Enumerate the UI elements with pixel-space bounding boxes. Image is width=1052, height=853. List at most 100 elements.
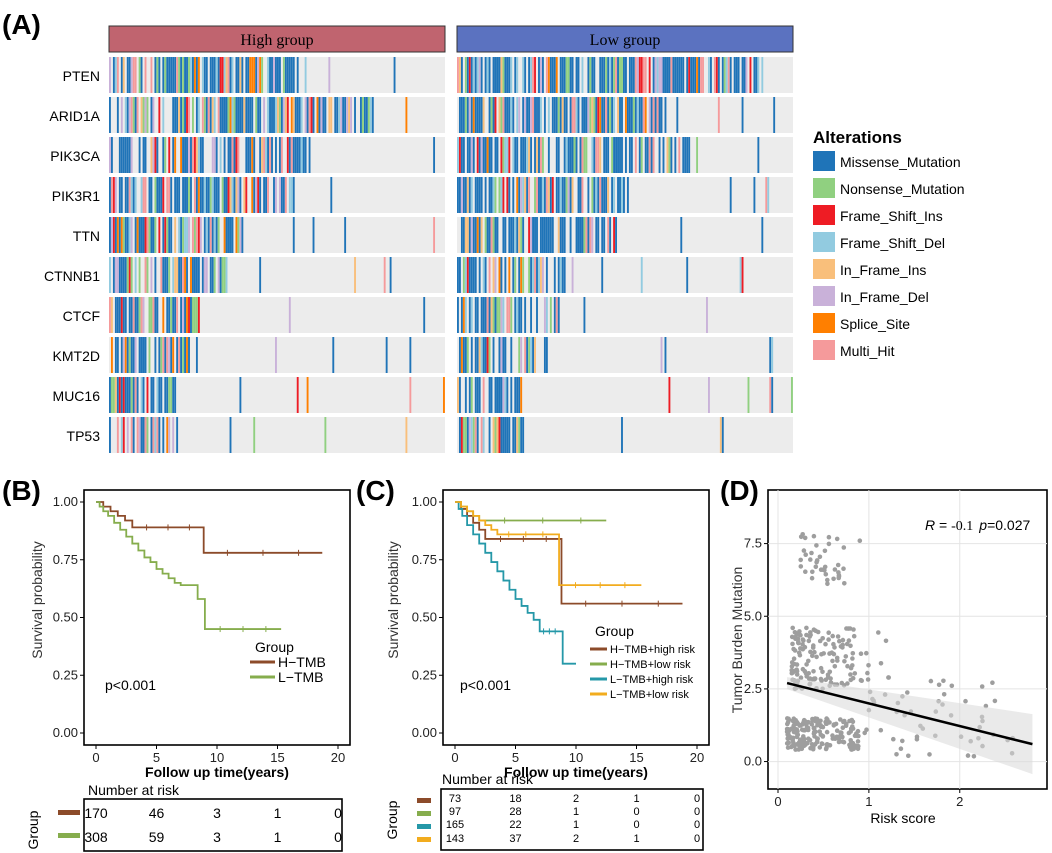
mutation-cell: [458, 337, 461, 373]
mutation-cell: [130, 257, 133, 293]
mutation-cell: [225, 57, 228, 93]
mutation-cell: [575, 97, 578, 133]
mutation-cell: [605, 137, 608, 173]
mutation-cell: [638, 97, 641, 133]
mutation-cell: [221, 177, 224, 213]
mutation-cell: [725, 57, 728, 93]
mutation-cell: [267, 97, 269, 133]
data-point: [824, 729, 830, 735]
mutation-cell: [334, 97, 337, 133]
mutation-cell: [520, 417, 523, 453]
mutation-cell: [563, 57, 566, 93]
mutation-cell: [172, 97, 175, 133]
mutation-cell: [275, 337, 277, 373]
mutation-cell: [555, 297, 558, 333]
data-point: [806, 736, 811, 741]
mutation-cell: [273, 97, 275, 133]
mutation-cell: [217, 97, 220, 133]
mutation-cell: [130, 217, 133, 253]
mutation-cell: [195, 297, 198, 333]
mutation-cell: [282, 97, 285, 133]
mutation-cell: [120, 257, 123, 293]
risk-count: 143: [446, 833, 464, 845]
mutation-cell: [605, 97, 608, 133]
mutation-cell: [267, 137, 269, 173]
data-point: [812, 649, 817, 655]
mutation-cell: [526, 177, 529, 213]
mutation-cell: [154, 57, 157, 93]
mutation-cell: [534, 217, 536, 253]
mutation-cell: [241, 57, 244, 93]
mutation-cell: [154, 417, 157, 453]
mutation-cell: [128, 297, 131, 333]
mutation-cell: [140, 337, 143, 373]
risk-count: 165: [446, 819, 464, 831]
mutation-cell: [611, 97, 614, 133]
mutation-cell: [514, 377, 517, 413]
mutation-cell: [540, 97, 542, 133]
mutation-cell: [494, 297, 497, 333]
mutation-cell: [480, 337, 483, 373]
mutation-cell: [524, 177, 527, 213]
mutation-cell: [172, 377, 175, 413]
mutation-cell: [126, 337, 129, 373]
mutation-cell: [116, 417, 119, 453]
mutation-cell: [522, 217, 525, 253]
mutation-cell: [245, 137, 248, 173]
legend-label: In_Frame_Ins: [840, 262, 926, 278]
data-point: [900, 738, 905, 744]
mutation-cell: [504, 217, 507, 253]
mutation-cell: [166, 217, 169, 253]
data-point: [824, 721, 829, 726]
mutation-cell: [530, 217, 533, 253]
mutation-cell: [613, 57, 616, 93]
data-point: [826, 541, 832, 547]
mutation-cell: [516, 177, 519, 213]
mutation-cell: [457, 257, 459, 293]
mutation-cell: [652, 57, 655, 93]
mutation-cell: [516, 297, 519, 333]
mutation-cell: [460, 337, 463, 373]
mutation-cell: [502, 297, 505, 333]
mutation-cell: [565, 177, 568, 213]
data-point: [798, 632, 803, 638]
mutation-cell: [470, 297, 473, 333]
mutation-cell: [126, 417, 129, 453]
mutation-cell: [514, 257, 517, 293]
mutation-cell: [638, 57, 641, 93]
mutation-cell: [170, 57, 173, 93]
mutation-cell: [184, 257, 186, 293]
mutation-cell: [504, 337, 507, 373]
data-point: [840, 642, 845, 648]
mutation-cell: [478, 97, 481, 133]
mutation-cell: [259, 177, 262, 213]
mutation-cell: [470, 177, 473, 213]
data-point: [815, 629, 821, 635]
mutation-cell: [170, 217, 173, 253]
mutation-cell: [540, 257, 542, 293]
risk-table-frame: [440, 788, 704, 851]
data-point: [965, 753, 971, 758]
mutation-cell: [229, 97, 232, 133]
mutation-cell: [174, 177, 177, 213]
mutation-cell: [702, 57, 704, 93]
mutation-cell: [466, 217, 469, 253]
mutation-cell: [520, 377, 523, 413]
mutation-cell: [178, 57, 181, 93]
mutation-cell: [630, 137, 633, 173]
data-point: [817, 554, 823, 560]
mutation-cell: [197, 137, 200, 173]
mutation-cell: [765, 177, 768, 213]
mutation-cell: [536, 177, 538, 213]
mutation-cell: [458, 97, 461, 133]
mutation-cell: [166, 257, 169, 293]
mutation-cell: [565, 97, 568, 133]
mutation-cell: [490, 217, 493, 253]
mutation-cell: [223, 257, 226, 293]
mutation-cell: [545, 297, 548, 333]
mutation-cell: [166, 417, 169, 453]
mutation-cell: [464, 297, 467, 333]
mutation-cell: [233, 177, 236, 213]
mutation-cell: [587, 57, 590, 93]
mutation-cell: [603, 137, 606, 173]
